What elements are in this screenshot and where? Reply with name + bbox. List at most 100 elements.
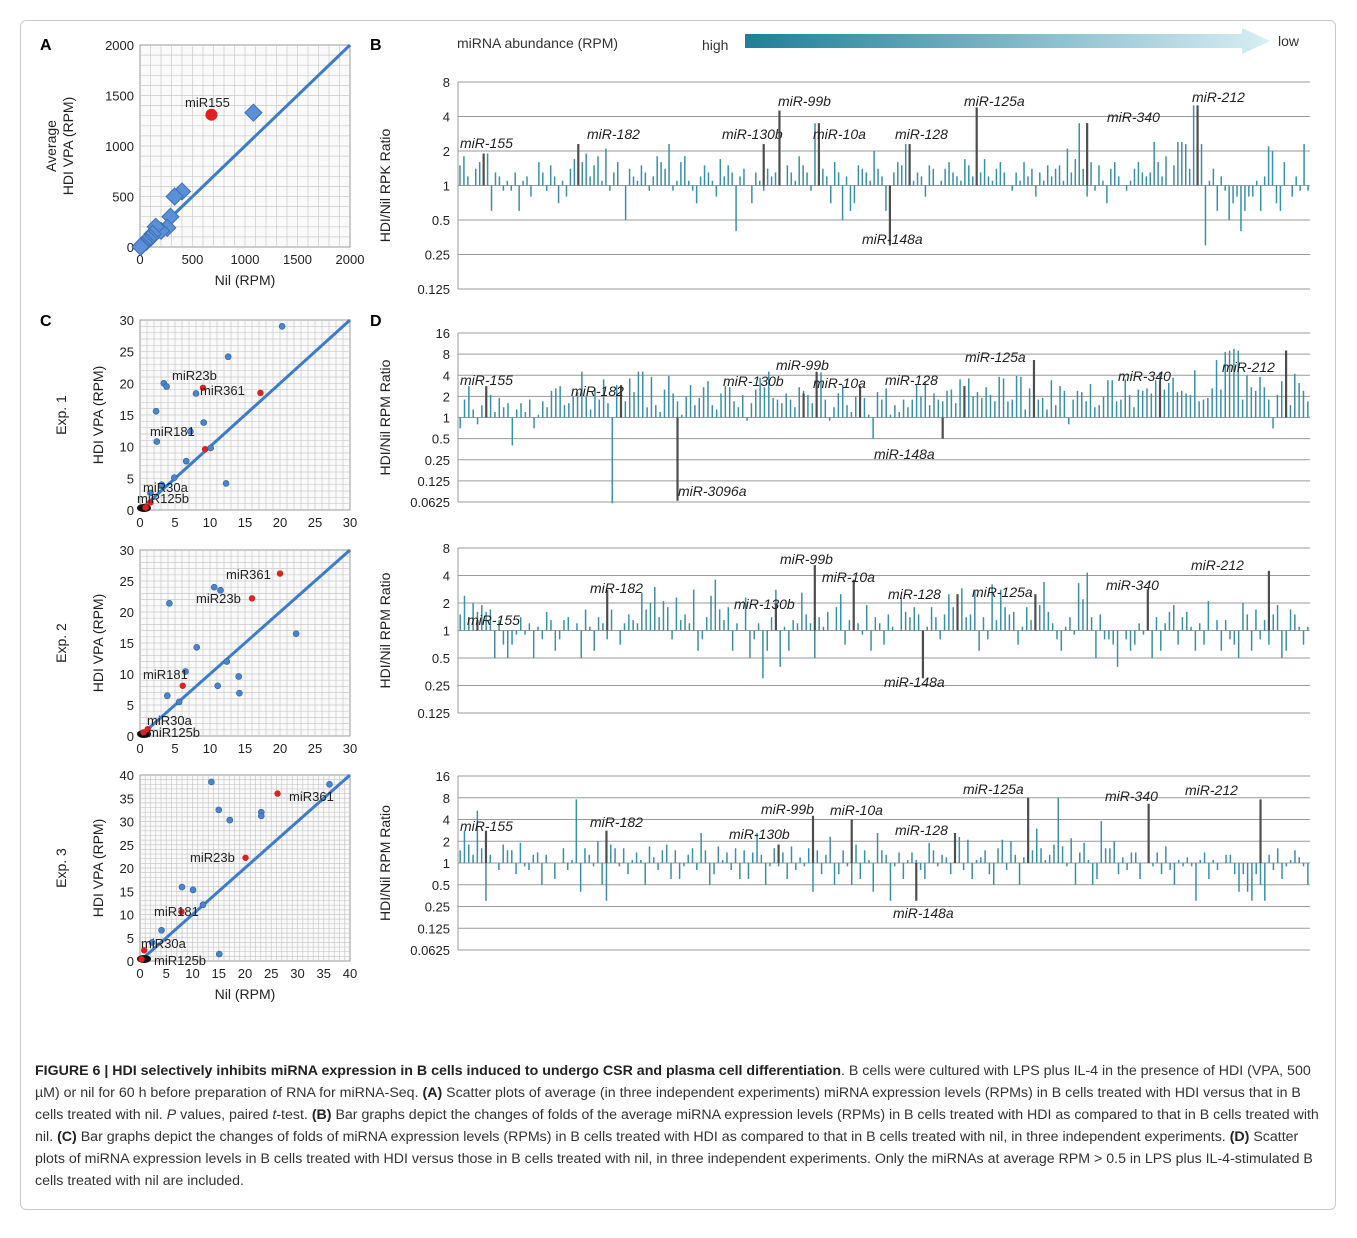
mirna-label: miR-148a	[884, 674, 945, 690]
data-point	[226, 816, 234, 824]
mirna-label: miR-128	[888, 586, 941, 602]
mirna-label: miR-340	[1107, 109, 1160, 125]
scatter-plot-a: 0 500 1000 1500 2000 0 500 1000 1500 2000 miR155 Ni…	[43, 38, 364, 288]
y-tick-label: 15	[120, 636, 134, 651]
x-axis-label: Nil (RPM)	[215, 272, 276, 288]
data-point	[152, 407, 160, 415]
x-tick-label: 15	[238, 741, 252, 756]
y-axis-label: HDI VPA (RPM)	[60, 97, 76, 196]
abundance-low-label: low	[1278, 33, 1300, 49]
data-point	[222, 480, 230, 487]
y-tick-label: 2	[443, 144, 450, 159]
data-point-diamond	[244, 103, 263, 122]
data-point	[193, 644, 200, 651]
data-point	[148, 939, 156, 946]
data-point	[224, 353, 232, 361]
caption-t-symbol: t	[272, 1107, 277, 1123]
mirna-label: miR-212	[1191, 557, 1244, 573]
caption-b-text: Bar graphs depict the changes of folds o…	[35, 1107, 1319, 1145]
mirna-label: miR-128	[895, 822, 948, 838]
y-tick-label: 0.5	[432, 651, 450, 666]
y-tick-label: 0.125	[417, 921, 450, 936]
experiment-label: Exp. 2	[53, 623, 69, 663]
mirna-label: miR-128	[895, 126, 948, 142]
x-tick-label: 20	[273, 741, 287, 756]
y-axis-label: Average	[43, 120, 59, 172]
abundance-gradient-arrow	[745, 28, 1270, 54]
point-label: miR125b	[154, 953, 206, 968]
abundance-title: miRNA abundance (RPM)	[457, 35, 618, 51]
x-tick-label: 30	[290, 966, 304, 981]
data-point	[223, 658, 231, 665]
caption-d-text: Scatter plots of miRNA expression levels…	[35, 1129, 1313, 1189]
data-point-highlight	[274, 790, 281, 797]
data-point	[236, 689, 243, 697]
data-point	[153, 438, 161, 445]
x-tick-label: 0	[136, 966, 143, 981]
caption-a-text: Scatter plots of average (in three indep…	[35, 1085, 1301, 1123]
data-point	[235, 673, 242, 680]
data-point	[278, 323, 286, 330]
point-label: miR361	[226, 567, 271, 582]
data-point-highlight	[199, 384, 207, 391]
caption-title: FIGURE 6 | HDI selectively inhibits miRN…	[35, 1063, 841, 1079]
y-tick-label: 2	[443, 596, 450, 611]
mirna-label: miR-155	[460, 135, 513, 151]
mirna-label: miR-155	[460, 372, 513, 388]
mirna-label: miR-148a	[862, 231, 923, 247]
y-tick-label: 1	[443, 179, 450, 194]
data-point	[171, 474, 178, 482]
point-label: miR155	[185, 95, 230, 110]
y-tick-label: 5	[127, 931, 134, 946]
x-tick-label: 20	[273, 515, 287, 530]
figure-canvas: A B C D miRNA abundance (RPM) high low 0…	[40, 28, 1310, 1002]
y-tick-label: 2000	[105, 38, 134, 53]
y-tick-label: 8	[443, 347, 450, 362]
data-point-diamond	[165, 187, 184, 206]
data-point-highlight	[142, 504, 149, 511]
mirna-label: miR-182	[590, 814, 643, 830]
mirna-label: miR-130b	[722, 126, 783, 142]
y-tick-label: 0.0625	[410, 495, 450, 510]
y-tick-label: 35	[120, 791, 134, 806]
y-tick-label: 1	[443, 624, 450, 639]
y-tick-label: 0.25	[425, 900, 450, 915]
point-label: miR361	[200, 383, 245, 398]
y-tick-label: 10	[120, 908, 134, 923]
y-tick-label: 0.5	[432, 213, 450, 228]
y-tick-label: 5	[127, 471, 134, 486]
x-tick-label: 15	[238, 515, 252, 530]
point-label: miR125b	[148, 725, 200, 740]
point-label: miR30a	[147, 713, 193, 728]
data-point	[292, 630, 300, 638]
data-point-highlight	[257, 389, 264, 397]
y-tick-label: 10	[120, 440, 134, 455]
y-tick-label: 0.0625	[410, 943, 450, 958]
mirna-label: miR-340	[1105, 788, 1158, 804]
x-tick-label: 30	[343, 741, 357, 756]
mirna-label: miR-99b	[778, 93, 831, 109]
point-label: miR23b	[190, 850, 235, 865]
x-tick-label: 1000	[231, 252, 260, 267]
point-label: miR30a	[143, 480, 189, 495]
mirna-label: miR-212	[1185, 782, 1238, 798]
y-tick-label: 0	[127, 954, 134, 969]
y-axis-label: HDI/Nil RPK Ratio	[377, 129, 393, 243]
mirna-label: miR-182	[571, 383, 624, 399]
mirna-label: miR-148a	[874, 446, 935, 462]
y-tick-label: 0.5	[432, 432, 450, 447]
y-tick-label: 0	[127, 503, 134, 518]
x-tick-label: 40	[343, 966, 357, 981]
point-label: miR23b	[172, 368, 217, 383]
data-point-highlight	[178, 908, 185, 915]
data-point-highlight	[276, 570, 284, 577]
data-point	[215, 806, 223, 814]
y-tick-label: 4	[443, 569, 450, 584]
point-label: miR23b	[196, 591, 241, 606]
caption-d-label: (D)	[1229, 1129, 1250, 1145]
y-tick-label: 0.125	[417, 706, 450, 721]
panel-label-c: C	[40, 313, 52, 330]
x-tick-label: 10	[203, 741, 217, 756]
data-point-diamond	[131, 237, 150, 256]
y-tick-label: 20	[120, 861, 134, 876]
